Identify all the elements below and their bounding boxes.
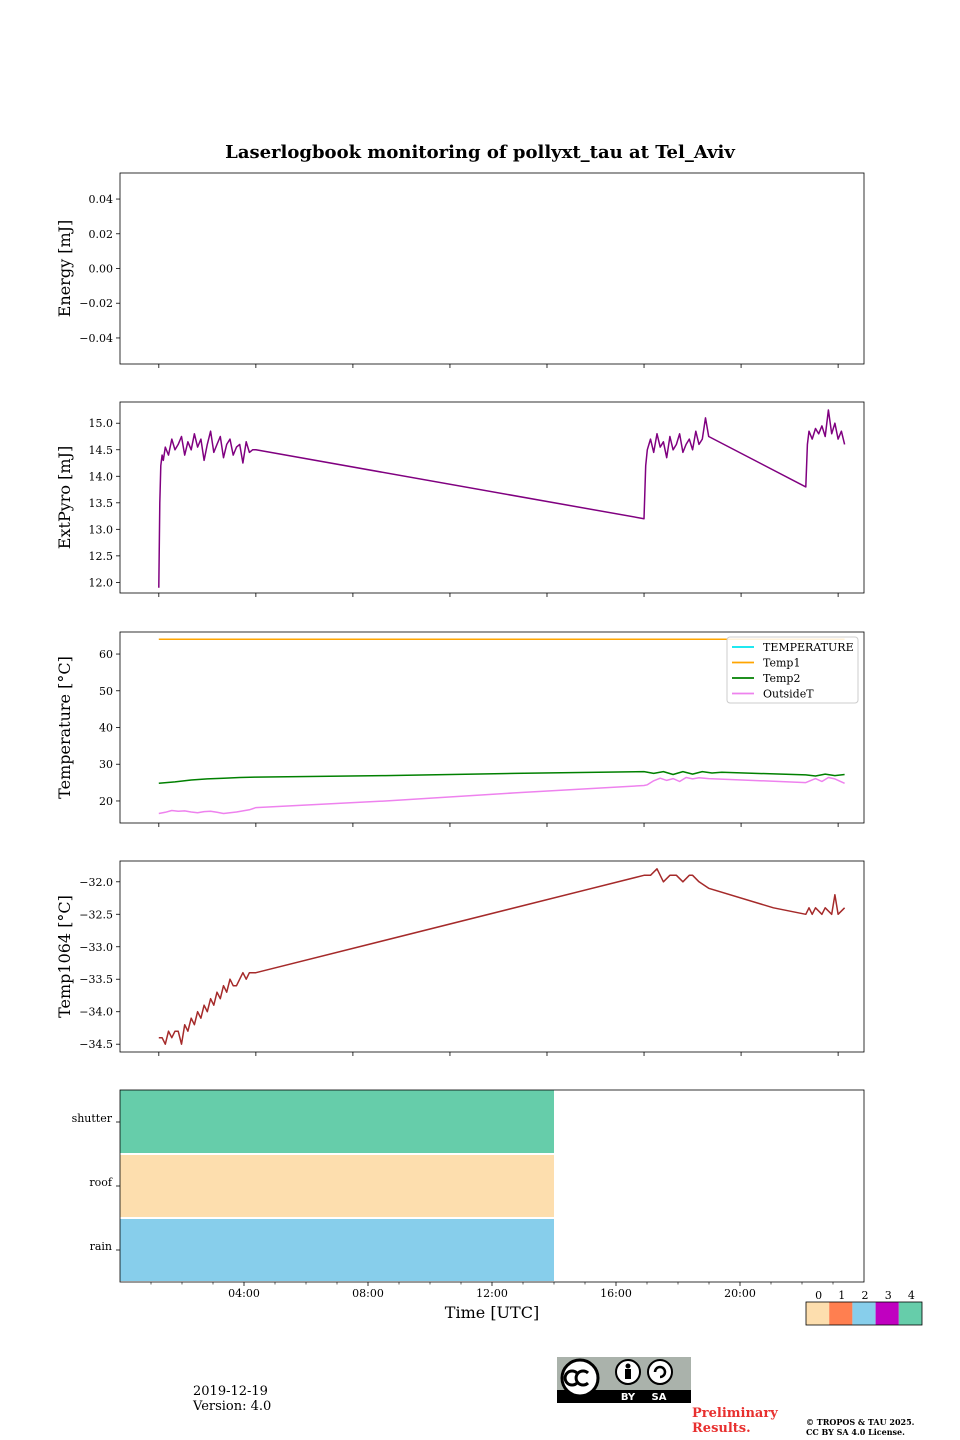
status-segment-shutter — [120, 1090, 554, 1153]
status-row-label: roof — [89, 1176, 113, 1189]
y-axis-label: Temp1064 [°C] — [55, 895, 74, 1018]
y-tick-label: −32.0 — [79, 876, 113, 889]
copyright-notice: © TROPOS & TAU 2025. CC BY SA 4.0 Licens… — [806, 1417, 946, 1437]
by-person-body-icon — [625, 1369, 631, 1379]
y-axis-label: Energy [mJ] — [55, 220, 74, 318]
y-tick-label: 14.0 — [89, 470, 114, 483]
series-line-series-0 — [158, 868, 846, 1045]
y-tick-label: 12.0 — [89, 576, 114, 589]
axes-frame — [119, 631, 865, 824]
colorbar-label: 2 — [862, 1289, 869, 1302]
colorbar-label: 3 — [885, 1289, 892, 1302]
cc-license-badge: BY SA — [557, 1357, 691, 1403]
colorbar-label: 1 — [838, 1289, 845, 1302]
x-tick-label: 04:00 — [228, 1287, 260, 1300]
y-tick-label: 60 — [99, 648, 113, 661]
series-line-outsidet — [158, 776, 845, 815]
y-axis-label: ExtPyro [mJ] — [55, 446, 74, 549]
y-tick-label: 12.5 — [89, 550, 114, 563]
legend-box — [726, 636, 859, 704]
y-tick-label: 14.5 — [89, 444, 114, 457]
colorbar-frame — [805, 1301, 923, 1326]
cc-by-label: BY — [621, 1392, 636, 1403]
x-tick-label: 08:00 — [352, 1287, 384, 1300]
cc-sa-label: SA — [652, 1392, 667, 1403]
y-tick-label: 15.0 — [89, 417, 114, 430]
preliminary-results-label: Preliminary Results. — [692, 1406, 778, 1436]
y-tick-label: 13.0 — [89, 523, 114, 536]
y-tick-label: 0.02 — [89, 228, 114, 241]
y-tick-label: −34.0 — [79, 1006, 113, 1019]
x-tick-label: 20:00 — [724, 1287, 756, 1300]
status-segment-rain — [120, 1219, 554, 1281]
legend-entry: OutsideT — [763, 688, 814, 701]
version-label: Version: 4.0 — [193, 1399, 272, 1414]
colorbar-cell — [806, 1302, 830, 1325]
y-tick-label: 30 — [99, 758, 113, 771]
status-row-label: rain — [90, 1240, 112, 1253]
by-person-head-icon — [625, 1363, 631, 1369]
extpyro-panel: 15.0 14.5 14.0 13.5 13.0 12.5 12.0 ExtPyro [mJ] — [55, 401, 865, 597]
legend-entry: TEMPERATURE — [763, 641, 854, 654]
y-tick-label: 50 — [99, 685, 113, 698]
copyright-line-2: CC BY SA 4.0 License. — [806, 1427, 905, 1437]
y-tick-label: 0.04 — [89, 193, 114, 206]
status-segment-roof — [120, 1155, 554, 1217]
colorbar-label: 4 — [908, 1289, 915, 1302]
colorbar-label: 0 — [815, 1289, 822, 1302]
axes-frame — [119, 401, 865, 594]
y-tick-label: 40 — [99, 722, 113, 735]
figure-title: Laserlogbook monitoring of pollyxt_tau a… — [225, 142, 735, 163]
copyright-line-1: © TROPOS & TAU 2025. — [806, 1417, 915, 1427]
y-axis-label: Temperature [°C] — [55, 656, 74, 799]
x-tick-label: 12:00 — [476, 1287, 508, 1300]
date-label: 2019-12-19 — [193, 1384, 268, 1399]
legend-entry: Temp2 — [763, 672, 800, 685]
legend-entry: Temp1 — [763, 657, 800, 670]
y-tick-label: 0.00 — [89, 263, 114, 276]
colorbar-cell — [898, 1302, 922, 1325]
cc-letters-icon — [563, 1369, 590, 1387]
energy-panel: 0.04 0.02 0.00 −0.02 −0.04 Energy [mJ] — [55, 172, 865, 368]
series-line-series-0 — [158, 409, 846, 588]
y-tick-label: −33.5 — [79, 973, 113, 986]
status-panel: shutter roof rain 04:00 08:00 12:00 16:00 20:00… — [72, 1089, 923, 1326]
y-tick-label: −0.02 — [79, 297, 113, 310]
y-tick-label: 13.5 — [89, 497, 114, 510]
series-line-temp2 — [158, 770, 845, 785]
axes-frame — [119, 172, 865, 365]
colorbar-cell — [852, 1302, 876, 1325]
y-tick-label: 20 — [99, 795, 113, 808]
axes-frame — [119, 1089, 865, 1283]
colorbar-cell — [829, 1302, 853, 1325]
sa-arrow-icon — [653, 1365, 667, 1379]
sa-icon — [647, 1359, 673, 1385]
cc-icon — [560, 1358, 600, 1398]
subplots: 0.04 0.02 0.00 −0.02 −0.04 Energy [mJ] 15.0 14.… — [55, 172, 923, 1326]
y-tick-label: −0.04 — [79, 332, 113, 345]
y-tick-label: −34.5 — [79, 1038, 113, 1051]
x-axis-label: Time [UTC] — [445, 1303, 539, 1322]
y-tick-label: −33.0 — [79, 941, 113, 954]
temperature-panel: 60 50 40 30 20 Temperature [°C] TEMPERATURE Tem… — [55, 631, 865, 827]
status-row-label: shutter — [72, 1112, 113, 1125]
axes-frame — [119, 860, 865, 1053]
temp1064-panel: −32.0 −32.5 −33.0 −33.5 −34.0 −34.5 Temp1064 [… — [55, 860, 865, 1056]
x-tick-label: 16:00 — [600, 1287, 632, 1300]
colorbar-cell — [875, 1302, 899, 1325]
y-tick-label: −32.5 — [79, 908, 113, 921]
